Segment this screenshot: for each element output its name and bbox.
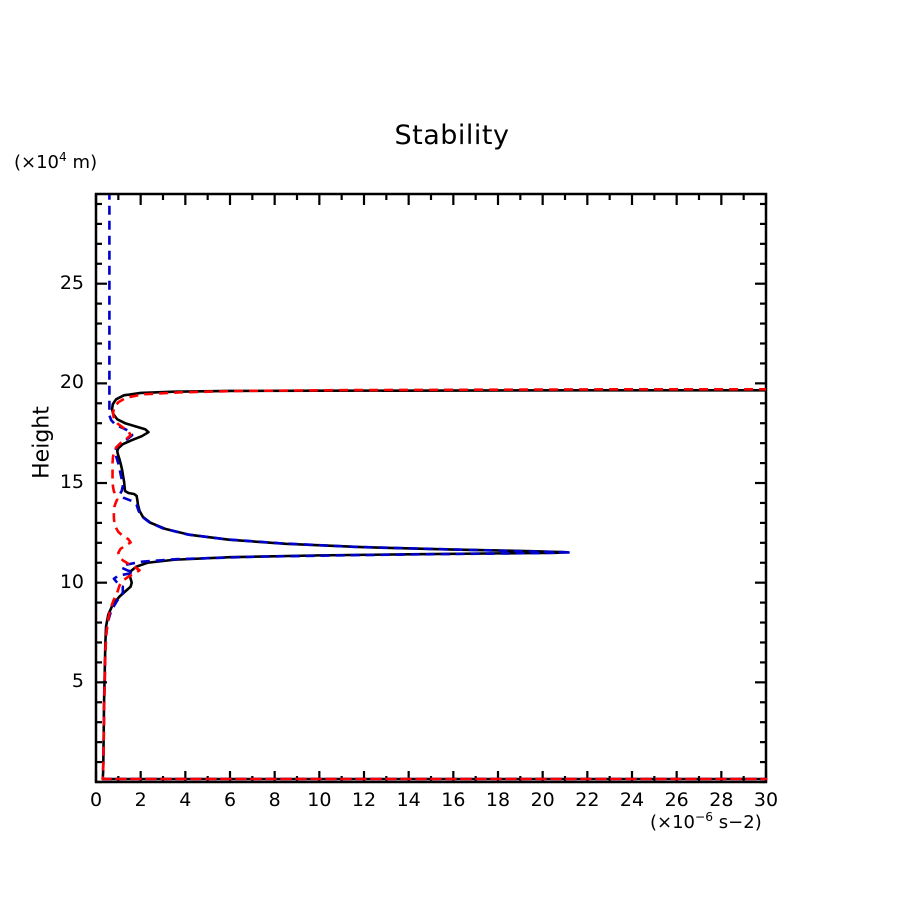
x-tick-label: 16 bbox=[441, 789, 466, 811]
x-unit-exponent: −6 bbox=[695, 810, 714, 824]
y-tick-label: 25 bbox=[59, 271, 84, 294]
y-axis-unit-label: (×104 m) bbox=[14, 150, 98, 173]
x-tick-label: 14 bbox=[396, 789, 421, 811]
y-unit-suffix: m) bbox=[66, 152, 98, 173]
x-tick-label: 22 bbox=[575, 789, 600, 811]
x-tick-label: 18 bbox=[485, 789, 511, 811]
axes-frame bbox=[94, 192, 768, 784]
y-tick-label: 15 bbox=[59, 471, 84, 494]
chart-title: Stability bbox=[394, 120, 510, 151]
data-series-group bbox=[101, 195, 768, 781]
series-line-series_1 bbox=[101, 389, 768, 781]
y-tick-label: 10 bbox=[59, 570, 84, 593]
y-unit-exponent: 4 bbox=[59, 150, 67, 164]
x-tick-label: 28 bbox=[709, 789, 734, 811]
x-tick-label: 26 bbox=[664, 789, 689, 811]
x-tick-label: 10 bbox=[307, 789, 332, 811]
x-tick-label: 8 bbox=[268, 789, 281, 811]
x-tick-label: 0 bbox=[89, 789, 103, 811]
x-tick-label: 4 bbox=[179, 789, 192, 811]
x-tick-label: 20 bbox=[530, 789, 555, 811]
x-tick-label: 2 bbox=[134, 789, 147, 811]
x-unit-prefix: (×10 bbox=[650, 812, 696, 833]
x-tick-label: 12 bbox=[351, 789, 377, 811]
x-tick-label: 30 bbox=[753, 789, 779, 811]
x-tick-label: 24 bbox=[619, 789, 645, 811]
y-unit-prefix: (×10 bbox=[14, 152, 60, 173]
axis-ticks bbox=[94, 194, 768, 784]
series-line-series_2 bbox=[101, 195, 768, 781]
x-unit-suffix: s−2) bbox=[713, 812, 762, 833]
y-tick-label: 5 bbox=[71, 670, 84, 693]
series-line-series_3 bbox=[101, 388, 768, 781]
x-tick-label: 6 bbox=[223, 789, 237, 811]
y-tick-label: 20 bbox=[59, 371, 84, 394]
x-axis-unit-label: (×10−6 s−2) bbox=[650, 810, 762, 833]
